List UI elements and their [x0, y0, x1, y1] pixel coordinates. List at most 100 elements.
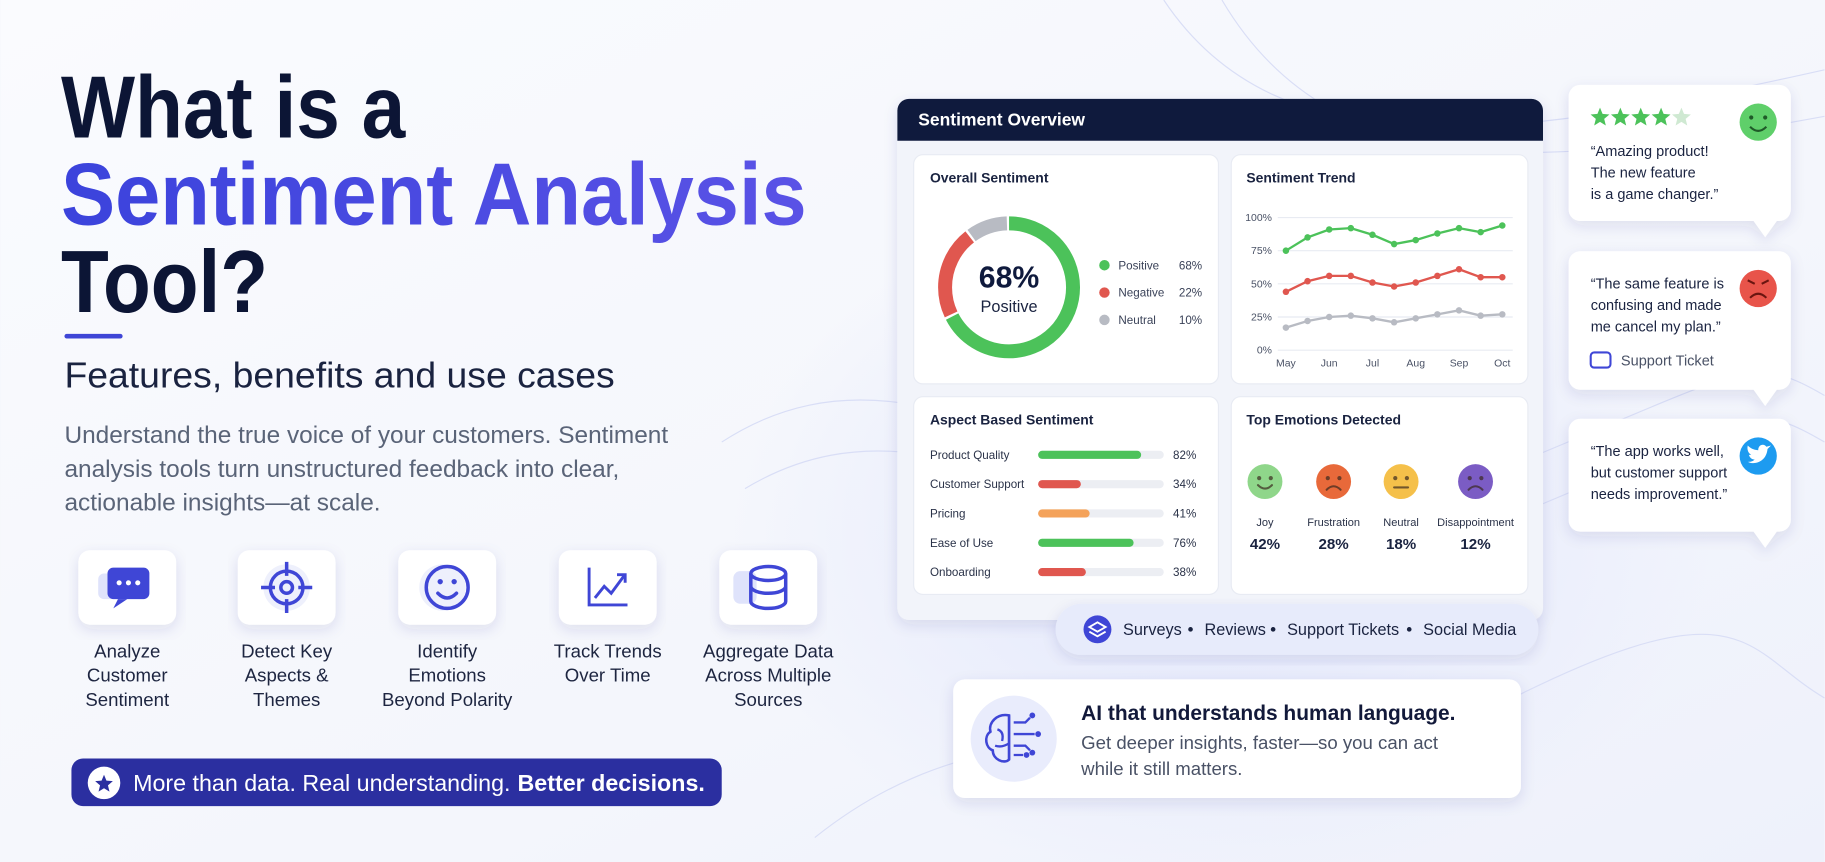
- feature-label: Across Multiple: [705, 665, 831, 686]
- aspect-label: Pricing: [930, 508, 966, 521]
- y-tick-label: 75%: [1251, 246, 1272, 257]
- icon-part: [261, 561, 313, 614]
- review-icon-part: [1749, 126, 1768, 132]
- aspect-value: 34%: [1173, 478, 1196, 491]
- dashboard-title: Sentiment Overview: [918, 110, 1085, 130]
- eye: [1479, 476, 1484, 481]
- trend-point: [1347, 272, 1355, 280]
- emotion-label: Joy: [1256, 517, 1274, 529]
- review-quote: needs improvement.”: [1591, 487, 1728, 503]
- review-quote: “The app works well,: [1591, 444, 1724, 460]
- feature-label: Customer: [87, 665, 168, 686]
- feature-label: Sentiment: [85, 689, 170, 710]
- donut-segment: [938, 216, 1081, 359]
- bar: [1038, 509, 1090, 518]
- description: actionable insights—at scale.: [64, 490, 380, 517]
- y-tick-label: 0%: [1257, 346, 1272, 357]
- sources-icon-layers: [1087, 621, 1108, 638]
- aspect-value: 82%: [1173, 449, 1196, 462]
- bar: [1038, 568, 1086, 577]
- rating-star: [1590, 107, 1610, 126]
- feature-icon: [719, 550, 818, 625]
- trend-point: [1434, 230, 1441, 237]
- source-label: Support Tickets: [1287, 621, 1399, 639]
- headline: Tool?: [61, 232, 268, 331]
- trend-point: [1455, 307, 1463, 314]
- legend-label: Negative: [1118, 287, 1164, 300]
- trend-point: [1477, 228, 1484, 236]
- emotion-label: Neutral: [1383, 517, 1419, 529]
- panel: [1230, 154, 1529, 385]
- trend-point: [1434, 272, 1441, 280]
- trend-point: [1325, 313, 1333, 321]
- emotion-value: 12%: [1460, 536, 1491, 553]
- x-tick-label: May: [1276, 358, 1297, 369]
- trend-point: [1282, 247, 1290, 254]
- trend-point: [1455, 224, 1463, 232]
- icon-part: [113, 599, 128, 609]
- trend-point: [1434, 311, 1441, 318]
- icon-part: [617, 573, 627, 583]
- trend-point: [1455, 265, 1463, 273]
- mouth: [1256, 484, 1274, 490]
- review-quote: confusing and made: [1591, 298, 1722, 314]
- donut-center-label: Positive: [981, 298, 1038, 316]
- legend-label: Neutral: [1118, 314, 1155, 327]
- source-label: Surveys: [1123, 621, 1182, 639]
- ai-icon-part: [1035, 731, 1042, 737]
- description: Understand the true voice of your custom…: [64, 422, 668, 449]
- trend-point: [1304, 317, 1311, 325]
- mouth: [1467, 485, 1484, 491]
- feature-label: Track Trends: [554, 640, 662, 661]
- trend-point: [1390, 240, 1398, 248]
- separator-dot: [1270, 627, 1276, 632]
- trend-point: [1282, 324, 1290, 331]
- x-tick-label: Oct: [1494, 358, 1510, 369]
- icon: [587, 567, 628, 607]
- icon-box: [719, 550, 818, 625]
- trend-point: [1477, 273, 1484, 281]
- eye: [1467, 476, 1472, 481]
- feature-label: Over Time: [565, 665, 651, 686]
- face: [1247, 464, 1283, 500]
- emotion-face: [1383, 464, 1419, 500]
- source-label: Social Media: [1423, 621, 1517, 639]
- eye: [1325, 476, 1330, 481]
- trend-point: [1412, 279, 1419, 286]
- ai-card: [953, 679, 1521, 799]
- trend-point: [1390, 319, 1398, 326]
- feature-label: Analyze: [94, 640, 160, 661]
- face: [1383, 464, 1419, 500]
- bar: [1038, 480, 1081, 489]
- ai-title: AI that understands human language.: [1081, 702, 1455, 725]
- x-tick-label: Sep: [1450, 358, 1469, 369]
- x-tick-label: Jun: [1321, 358, 1338, 369]
- description: analysis tools turn unstructured feedbac…: [64, 456, 619, 483]
- emotion-label: Disappointment: [1437, 517, 1514, 529]
- ai-icon-part: [984, 713, 1011, 763]
- review-icon-part: [1739, 269, 1777, 308]
- icon-part: [279, 579, 295, 596]
- ai-icon-part: [1029, 712, 1036, 719]
- headline: What is a: [61, 57, 406, 156]
- aspect-value: 76%: [1173, 537, 1196, 550]
- emotion-label: Frustration: [1307, 517, 1360, 529]
- separator-dot: [1188, 627, 1193, 632]
- icon-part: [587, 567, 628, 607]
- feature-label: Emotions: [408, 665, 486, 686]
- icon-part: [749, 573, 788, 611]
- rating-star: [1610, 107, 1630, 126]
- feature-icon: [398, 550, 497, 625]
- rating-star: [1651, 107, 1671, 126]
- ai-icon-bg: [970, 695, 1057, 782]
- icon: [261, 561, 313, 614]
- feature-label: Themes: [253, 689, 320, 710]
- panel: [1230, 396, 1529, 596]
- trend-point: [1282, 288, 1290, 296]
- review-icon-part: [1749, 292, 1768, 299]
- sources-icon: [1083, 615, 1112, 644]
- face: [1316, 464, 1352, 500]
- feature-icon: [78, 550, 177, 625]
